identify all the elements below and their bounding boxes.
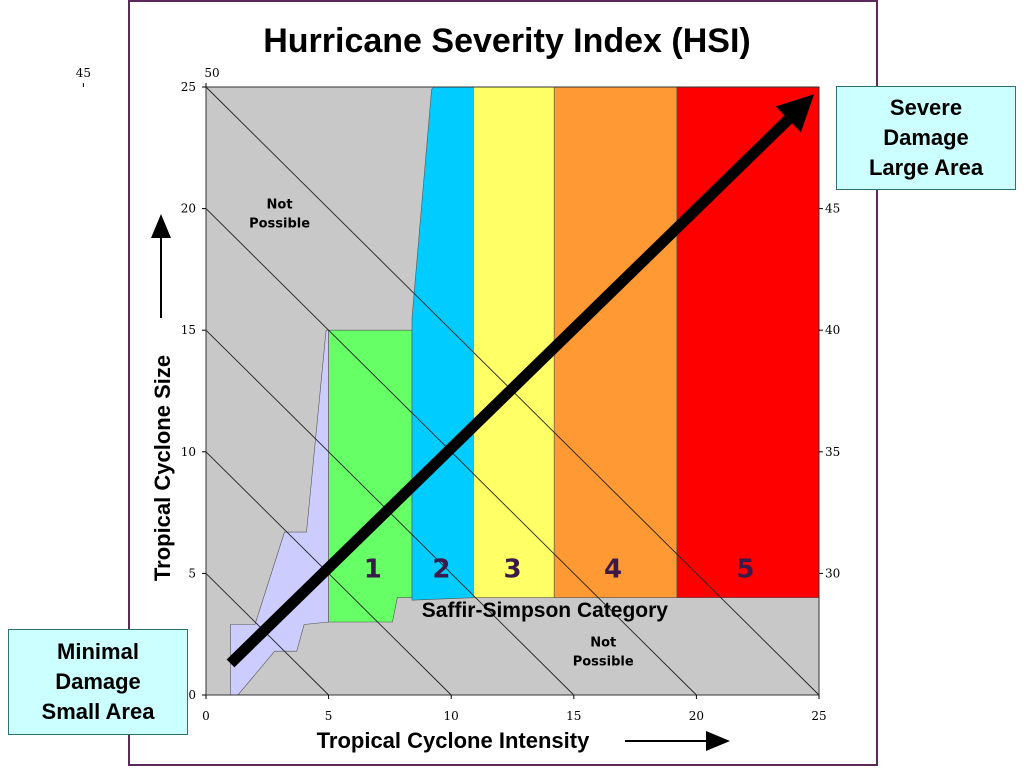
category-label-2: 2 <box>432 554 450 584</box>
category-label-5: 5 <box>736 554 754 584</box>
severe-line-2: Damage <box>883 125 969 150</box>
y-tick-label: 0 <box>188 688 196 702</box>
hsi-right-tick-label: 40 <box>825 323 840 337</box>
severe-damage-callout: Severe Damage Large Area <box>836 86 1016 190</box>
category-label-1: 1 <box>364 554 382 584</box>
y-tick-label: 15 <box>181 323 196 337</box>
plot-area: 0510152025051015202530354045503035404512… <box>76 66 841 723</box>
hsi-top-tick-label: 45 <box>76 66 91 80</box>
x-tick-label: 0 <box>202 709 210 723</box>
x-tick-label: 20 <box>689 709 704 723</box>
severe-line-3: Large Area <box>868 155 984 180</box>
x-axis-label: Tropical Cyclone Intensity <box>317 728 590 753</box>
x-tick-label: 25 <box>811 709 826 723</box>
region-3 <box>472 86 555 599</box>
category-label-3: 3 <box>503 554 521 584</box>
not-possible-label: Not Possible <box>573 635 634 669</box>
severe-line-1: Severe <box>889 95 963 120</box>
minimal-damage-callout: Minimal Damage Small Area <box>8 629 188 735</box>
minimal-line-2: Damage <box>55 669 141 694</box>
severity-arrow-shaft <box>226 115 793 668</box>
minimal-line-3: Small Area <box>41 699 155 724</box>
minimal-line-1: Minimal <box>57 639 139 664</box>
saffir-simpson-label: Saffir-Simpson Category <box>422 599 669 622</box>
chart-title: Hurricane Severity Index (HSI) <box>263 22 751 60</box>
hsi-right-tick-label: 45 <box>825 202 840 216</box>
hsi-right-tick-label: 30 <box>825 566 840 580</box>
not-possible-label: Not Possible <box>249 198 310 232</box>
y-tick-label: 25 <box>181 80 196 94</box>
y-tick-label: 5 <box>188 566 196 580</box>
x-direction-arrow <box>625 731 730 751</box>
plot-border <box>205 86 820 696</box>
x-tick-label: 10 <box>444 709 459 723</box>
x-tick-label: 15 <box>566 709 581 723</box>
y-tick-label: 20 <box>181 202 196 216</box>
hsi-right-tick-label: 35 <box>825 445 840 459</box>
y-tick-label: 10 <box>181 445 196 459</box>
hsi-top-tick-label: 50 <box>204 66 219 80</box>
y-direction-arrow <box>151 214 171 318</box>
category-label-4: 4 <box>604 554 622 584</box>
severity-arrow-head <box>775 94 815 133</box>
region-4 <box>553 86 678 599</box>
y-axis-label: Tropical Cyclone Size <box>150 355 175 581</box>
x-tick-label: 5 <box>325 709 333 723</box>
